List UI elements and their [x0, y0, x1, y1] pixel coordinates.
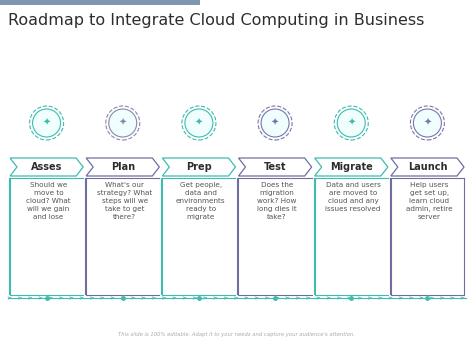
Text: Does the
migration
work? How
long dies it
take?: Does the migration work? How long dies i…	[257, 182, 297, 220]
Circle shape	[109, 109, 137, 137]
Text: Help users
get set up,
learn cloud
admin, retire
server: Help users get set up, learn cloud admin…	[406, 182, 453, 220]
Text: Launch: Launch	[408, 162, 447, 172]
Text: ✦: ✦	[423, 118, 431, 128]
Polygon shape	[10, 158, 83, 176]
Text: Roadmap to Integrate Cloud Computing in Business: Roadmap to Integrate Cloud Computing in …	[8, 13, 424, 28]
Text: Asses: Asses	[31, 162, 62, 172]
Circle shape	[261, 109, 289, 137]
Text: Plan: Plan	[111, 162, 135, 172]
Circle shape	[33, 109, 61, 137]
Text: ✦: ✦	[195, 118, 203, 128]
Text: Prep: Prep	[186, 162, 212, 172]
Polygon shape	[391, 158, 464, 176]
Polygon shape	[86, 158, 159, 176]
Text: This slide is 100% editable. Adapt it to your needs and capture your audience's : This slide is 100% editable. Adapt it to…	[118, 332, 356, 337]
FancyBboxPatch shape	[0, 0, 200, 5]
Polygon shape	[315, 158, 388, 176]
Text: ✦: ✦	[271, 118, 279, 128]
Polygon shape	[162, 158, 236, 176]
Circle shape	[185, 109, 213, 137]
Circle shape	[413, 109, 441, 137]
Text: Should we
move to
cloud? What
will we gain
and lose: Should we move to cloud? What will we ga…	[26, 182, 71, 220]
Text: ✦: ✦	[118, 118, 127, 128]
Text: Data and users
are moved to
cloud and any
issues resolved: Data and users are moved to cloud and an…	[326, 182, 381, 212]
Text: ✦: ✦	[347, 118, 356, 128]
Text: Migrate: Migrate	[330, 162, 373, 172]
Text: Get people,
data and
environments
ready to
migrate: Get people, data and environments ready …	[176, 182, 226, 220]
Text: What's our
strategy? What
steps will we
take to get
there?: What's our strategy? What steps will we …	[97, 182, 152, 220]
Polygon shape	[238, 158, 312, 176]
Text: ✦: ✦	[43, 118, 51, 128]
Text: Test: Test	[264, 162, 286, 172]
Circle shape	[337, 109, 365, 137]
